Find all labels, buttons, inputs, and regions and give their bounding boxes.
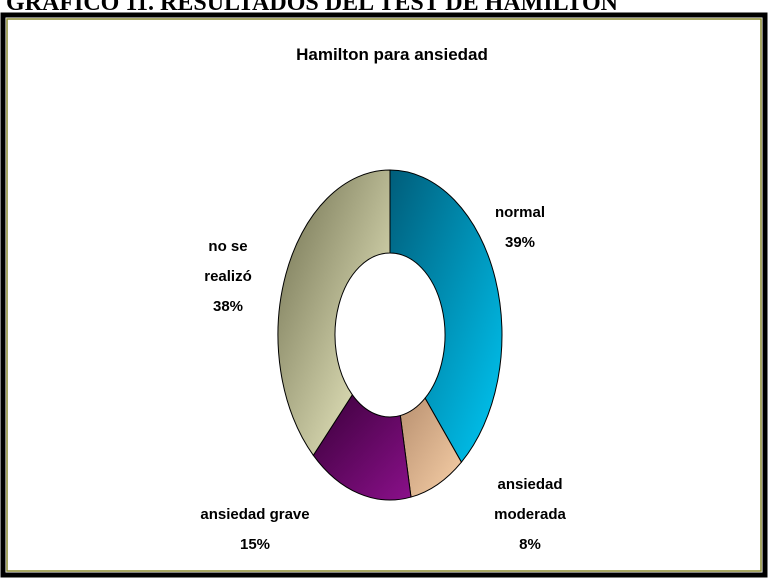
slice-value: 8%: [519, 536, 541, 553]
donut-slice: [277, 169, 391, 457]
chart-title: Hamilton para ansiedad: [296, 45, 488, 64]
slice-value: 39%: [504, 234, 536, 251]
donut-slice: [389, 169, 503, 464]
slice-label: ansiedad grave 15%: [195, 500, 315, 560]
slice-name: normal: [494, 204, 545, 221]
slice-label: no se realizó 38%: [183, 232, 273, 322]
slice-value: 15%: [239, 536, 271, 553]
slice-value: 38%: [212, 298, 244, 315]
slice-name: ansiedad grave: [200, 506, 310, 523]
slice-label: normal 39%: [475, 198, 565, 258]
slice-name: no se realizó: [204, 238, 252, 285]
slice-name: ansiedad moderada: [494, 476, 566, 523]
slice-label: ansiedad moderada 8%: [485, 470, 575, 560]
heading: GRÁFICO 11. RESULTADOS DEL TEST DE HAMIL…: [6, 0, 619, 16]
frame-inner: [6, 18, 762, 572]
